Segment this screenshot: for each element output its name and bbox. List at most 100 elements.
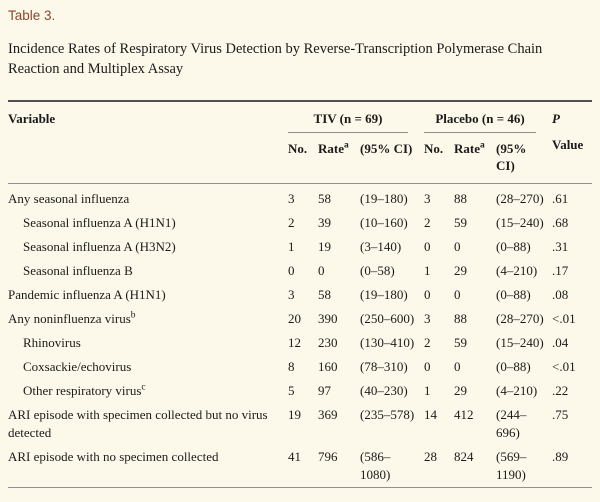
- cell-tiv-ci: (586–1080): [360, 449, 391, 482]
- cell-variable: Coxsackie/echovirus: [8, 355, 288, 379]
- cell-placebo-rate: 0: [454, 359, 461, 374]
- cell-tiv-rate: 796: [318, 449, 338, 464]
- cell-placebo-rate: 59: [454, 335, 467, 350]
- table-row: Seasonal influenza A (H3N2) 1 19 (3–140)…: [8, 235, 592, 259]
- cell-tiv-rate: 230: [318, 335, 338, 350]
- variable-label: Seasonal influenza B: [23, 263, 133, 278]
- cell-tiv-no: 0: [288, 263, 295, 278]
- cell-placebo-ci: (15–240): [496, 335, 544, 350]
- p-symbol: P: [552, 111, 560, 126]
- cell-tiv-rate: 58: [318, 191, 331, 206]
- cell-placebo-rate: 824: [454, 449, 474, 464]
- article-page: Table 3. Incidence Rates of Respiratory …: [8, 8, 592, 488]
- cell-p-value: <.01: [552, 311, 576, 326]
- cell-p-value: .17: [552, 263, 569, 278]
- cell-tiv-rate: 39: [318, 215, 331, 230]
- cell-p-value: .89: [552, 449, 569, 464]
- cell-placebo-ci: (0–88): [496, 359, 531, 374]
- cell-tiv-rate: 58: [318, 287, 331, 302]
- cell-placebo-rate: 88: [454, 311, 467, 326]
- cell-placebo-rate: 29: [454, 263, 467, 278]
- variable-label: ARI episode with no specimen collected: [8, 449, 219, 464]
- cell-placebo-no: 1: [424, 263, 431, 278]
- cell-placebo-no: 28: [424, 449, 437, 464]
- cell-tiv-no: 20: [288, 311, 301, 326]
- cell-tiv-rate: 19: [318, 239, 331, 254]
- col-header-placebo-no: No.: [424, 141, 444, 156]
- table-row: Coxsackie/echovirus 8 160 (78–310) 0 0 (…: [8, 355, 592, 379]
- cell-p-value: .22: [552, 383, 569, 398]
- cell-tiv-rate: 160: [318, 359, 338, 374]
- cell-placebo-ci: (4–210): [496, 263, 538, 278]
- cell-tiv-rate: 369: [318, 407, 338, 422]
- cell-p-value: .31: [552, 239, 569, 254]
- col-group-tiv: TIV (n = 69): [288, 101, 424, 133]
- table-row: Any seasonal influenza 3 58 (19–180) 3 8…: [8, 184, 592, 212]
- cell-tiv-ci: (40–230): [360, 383, 408, 398]
- variable-label: Any seasonal influenza: [8, 191, 130, 206]
- cell-tiv-no: 2: [288, 215, 295, 230]
- table-body: Any seasonal influenza 3 58 (19–180) 3 8…: [8, 184, 592, 488]
- table-title: Incidence Rates of Respiratory Virus Det…: [8, 41, 543, 77]
- cell-placebo-no: 0: [424, 359, 431, 374]
- footnote-marker: b: [130, 310, 136, 321]
- cell-tiv-ci: (0–58): [360, 263, 395, 278]
- cell-placebo-ci: (0–88): [496, 287, 531, 302]
- cell-tiv-rate: 390: [318, 311, 338, 326]
- col-header-tiv-rate: Ratea: [318, 133, 360, 184]
- cell-tiv-ci: (10–160): [360, 215, 408, 230]
- cell-tiv-no: 12: [288, 335, 301, 350]
- p-value-word: Value: [552, 137, 584, 152]
- variable-label: Pandemic influenza A (H1N1): [8, 287, 166, 302]
- table-row: Pandemic influenza A (H1N1) 3 58 (19–180…: [8, 283, 592, 307]
- cell-tiv-ci: (235–578): [360, 407, 415, 422]
- cell-variable: Other respiratory virusc: [8, 379, 288, 403]
- cell-placebo-rate: 59: [454, 215, 467, 230]
- variable-label: Any noninfluenza virus: [8, 311, 131, 326]
- cell-placebo-no: 14: [424, 407, 437, 422]
- cell-variable: ARI episode with specimen collected but …: [8, 403, 288, 445]
- cell-placebo-no: 3: [424, 311, 431, 326]
- cell-p-value: .61: [552, 191, 569, 206]
- cell-variable: Seasonal influenza A (H3N2): [8, 235, 288, 259]
- cell-variable: ARI episode with no specimen collected: [8, 445, 288, 488]
- ci-label: (95% CI): [496, 141, 527, 173]
- footnote-marker: c: [141, 382, 146, 393]
- placebo-group-label: Placebo (n = 46): [424, 110, 536, 133]
- cell-p-value: .08: [552, 287, 569, 302]
- footnote-marker-a: a: [344, 140, 349, 151]
- cell-placebo-ci: (28–270): [496, 191, 544, 206]
- cell-variable: Any seasonal influenza: [8, 184, 288, 212]
- variable-label: Seasonal influenza A (H1N1): [23, 215, 176, 230]
- cell-variable: Seasonal influenza B: [8, 259, 288, 283]
- cell-placebo-no: 0: [424, 287, 431, 302]
- table-row: Seasonal influenza A (H1N1) 2 39 (10–160…: [8, 211, 592, 235]
- table-row: Seasonal influenza B 0 0 (0–58) 1 29 (4–…: [8, 259, 592, 283]
- cell-placebo-ci: (244–696): [496, 407, 527, 440]
- rate-label: Rate: [454, 141, 480, 156]
- variable-label: ARI episode with specimen collected but …: [8, 407, 268, 440]
- col-header-tiv-ci: (95% CI): [360, 141, 413, 156]
- table-number-label: Table 3.: [8, 8, 56, 23]
- cell-variable: Rhinovirus: [8, 331, 288, 355]
- table-row: Any noninfluenza virusb 20 390 (250–600)…: [8, 307, 592, 331]
- cell-placebo-ci: (569–1190): [496, 449, 527, 482]
- cell-tiv-no: 19: [288, 407, 301, 422]
- cell-tiv-ci: (130–410): [360, 335, 415, 350]
- cell-placebo-ci: (28–270): [496, 311, 544, 326]
- cell-tiv-no: 8: [288, 359, 295, 374]
- cell-placebo-rate: 0: [454, 287, 461, 302]
- table-row: Other respiratory virusc 5 97 (40–230) 1…: [8, 379, 592, 403]
- col-header-p-value: P Value: [552, 101, 592, 184]
- cell-tiv-no: 5: [288, 383, 295, 398]
- col-header-placebo-ci: (95% CI): [496, 133, 552, 184]
- cell-tiv-ci: (19–180): [360, 191, 408, 206]
- cell-p-value: .75: [552, 407, 569, 422]
- cell-tiv-no: 41: [288, 449, 301, 464]
- cell-placebo-no: 2: [424, 335, 431, 350]
- cell-variable: Pandemic influenza A (H1N1): [8, 283, 288, 307]
- group-header-row: Variable TIV (n = 69) Placebo (n = 46) P…: [8, 101, 592, 152]
- table-header: Variable TIV (n = 69) Placebo (n = 46) P…: [8, 101, 592, 184]
- cell-placebo-ci: (4–210): [496, 383, 538, 398]
- table-row: Rhinovirus 12 230 (130–410) 2 59 (15–240…: [8, 331, 592, 355]
